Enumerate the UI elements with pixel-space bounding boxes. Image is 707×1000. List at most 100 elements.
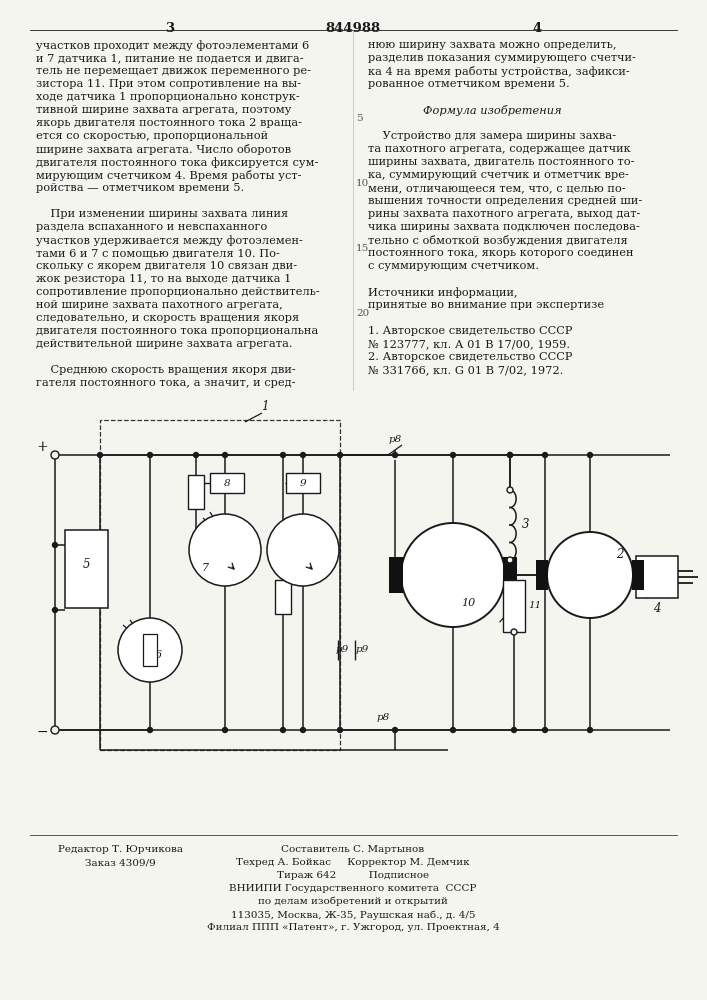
Text: ширины захвата, двигатель постоянного то-: ширины захвата, двигатель постоянного то…: [368, 157, 634, 167]
Text: Тираж 642          Подписное: Тираж 642 Подписное: [277, 871, 429, 880]
Bar: [210, 473, 244, 493]
Text: следовательно, и скорость вращения якоря: следовательно, и скорость вращения якоря: [36, 313, 299, 323]
Text: принятые во внимание при экспертизе: принятые во внимание при экспертизе: [368, 300, 604, 310]
Text: ширине захвата агрегата. Число оборотов: ширине захвата агрегата. Число оборотов: [36, 144, 291, 155]
Text: с суммирующим счетчиком.: с суммирующим счетчиком.: [368, 261, 539, 271]
Text: действительной ширине захвата агрегата.: действительной ширине захвата агрегата.: [36, 339, 293, 349]
Text: −: −: [36, 725, 48, 739]
Text: +: +: [36, 440, 48, 454]
Text: 5: 5: [83, 558, 90, 570]
Text: p8: p8: [376, 714, 390, 722]
Text: p8: p8: [388, 436, 402, 444]
Text: 10: 10: [356, 179, 369, 188]
Text: 15: 15: [356, 244, 369, 253]
Text: Редактор Т. Юрчикова: Редактор Т. Юрчикова: [57, 845, 182, 854]
Text: ходе датчика 1 пропорционально конструк-: ходе датчика 1 пропорционально конструк-: [36, 92, 300, 102]
Text: скольку с якорем двигателя 10 связан дви-: скольку с якорем двигателя 10 связан дви…: [36, 261, 297, 271]
Text: ВНИИПИ Государственного комитета  СССР: ВНИИПИ Государственного комитета СССР: [229, 884, 477, 893]
Circle shape: [508, 452, 513, 458]
Text: разделив показания суммирующего счетчи-: разделив показания суммирующего счетчи-: [368, 53, 636, 63]
Circle shape: [281, 728, 286, 732]
Text: жок резистора 11, то на выходе датчика 1: жок резистора 11, то на выходе датчика 1: [36, 274, 291, 284]
Circle shape: [300, 728, 305, 732]
Circle shape: [52, 607, 57, 612]
Text: сопротивление пропорционально действитель-: сопротивление пропорционально действител…: [36, 287, 320, 297]
Circle shape: [223, 452, 228, 458]
Text: 7: 7: [201, 563, 209, 573]
Text: Источники информации,: Источники информации,: [368, 287, 518, 298]
Text: мирующим счетчиком 4. Время работы уст-: мирующим счетчиком 4. Время работы уст-: [36, 170, 301, 181]
Bar: [143, 634, 157, 666]
Text: 10: 10: [461, 598, 475, 608]
Text: тель не перемещает движок переменного ре-: тель не перемещает движок переменного ре…: [36, 66, 311, 76]
Circle shape: [337, 452, 342, 458]
Text: Формула изобретения: Формула изобретения: [423, 105, 561, 116]
Text: Техред А. Бойкас     Корректор М. Демчик: Техред А. Бойкас Корректор М. Демчик: [236, 858, 470, 867]
Circle shape: [223, 728, 228, 732]
Circle shape: [392, 728, 397, 732]
Circle shape: [542, 728, 547, 732]
Text: участков удерживается между фотоэлемен-: участков удерживается между фотоэлемен-: [36, 235, 303, 246]
Circle shape: [401, 523, 505, 627]
Bar: [275, 580, 291, 614]
Bar: [632, 560, 644, 590]
Circle shape: [148, 728, 153, 732]
Text: гателя постоянного тока, а значит, и сред-: гателя постоянного тока, а значит, и сре…: [36, 378, 296, 388]
Bar: [636, 556, 678, 598]
Circle shape: [51, 451, 59, 459]
Circle shape: [281, 452, 286, 458]
Bar: [65, 530, 108, 608]
Text: № 123777, кл. А 01 В 17/00, 1959.: № 123777, кл. А 01 В 17/00, 1959.: [368, 339, 570, 349]
Circle shape: [508, 452, 513, 458]
Text: 9: 9: [300, 479, 306, 488]
Circle shape: [52, 542, 57, 548]
Text: раздела вспаханного и невспаханного: раздела вспаханного и невспаханного: [36, 222, 267, 232]
Circle shape: [507, 487, 513, 493]
Text: 3: 3: [165, 22, 175, 35]
Text: ной ширине захвата пахотного агрегата,: ной ширине захвата пахотного агрегата,: [36, 300, 283, 310]
Text: Филиал ППП «Патент», г. Ужгород, ул. Проектная, 4: Филиал ППП «Патент», г. Ужгород, ул. Про…: [206, 923, 499, 932]
Text: 6: 6: [154, 650, 162, 660]
Text: 5: 5: [356, 114, 363, 123]
Circle shape: [542, 452, 547, 458]
Bar: [536, 560, 548, 590]
Text: ройства — отметчиком времени 5.: ройства — отметчиком времени 5.: [36, 183, 244, 193]
Circle shape: [588, 452, 592, 458]
Circle shape: [51, 726, 59, 734]
Text: 4: 4: [653, 601, 661, 614]
Bar: [503, 580, 525, 632]
Text: и 7 датчика 1, питание не подается и двига-: и 7 датчика 1, питание не подается и дви…: [36, 53, 303, 63]
Text: 113035, Москва, Ж-35, Раушская наб., д. 4/5: 113035, Москва, Ж-35, Раушская наб., д. …: [230, 910, 475, 920]
Text: ка, суммирующий счетчик и отметчик вре-: ка, суммирующий счетчик и отметчик вре-: [368, 170, 629, 180]
Bar: [100, 420, 340, 750]
Text: мени, отличающееся тем, что, с целью по-: мени, отличающееся тем, что, с целью по-: [368, 183, 626, 193]
Circle shape: [189, 514, 261, 586]
Text: Среднюю скорость вращения якоря дви-: Среднюю скорость вращения якоря дви-: [36, 365, 296, 375]
Text: та пахотного агрегата, содержащее датчик: та пахотного агрегата, содержащее датчик: [368, 144, 631, 154]
Text: 2: 2: [617, 548, 624, 562]
Text: чика ширины захвата подключен последова-: чика ширины захвата подключен последова-: [368, 222, 640, 232]
Text: 2. Авторское свидетельство СССР: 2. Авторское свидетельство СССР: [368, 352, 573, 362]
Text: 4: 4: [532, 22, 542, 35]
Circle shape: [588, 728, 592, 732]
Circle shape: [267, 514, 339, 586]
Text: p9: p9: [335, 646, 349, 654]
Text: 3: 3: [522, 518, 530, 532]
Bar: [389, 557, 403, 593]
Circle shape: [547, 532, 633, 618]
Text: 11: 11: [528, 601, 542, 610]
Circle shape: [118, 618, 182, 682]
Text: двигателя постоянного тока пропорциональна: двигателя постоянного тока пропорциональ…: [36, 326, 318, 336]
Text: постоянного тока, якорь которого соединен: постоянного тока, якорь которого соедине…: [368, 248, 633, 258]
Circle shape: [450, 728, 455, 732]
Text: 1: 1: [262, 400, 269, 413]
Text: 844988: 844988: [325, 22, 380, 35]
Text: p9: p9: [356, 646, 368, 654]
Circle shape: [507, 557, 513, 563]
Text: якорь двигателя постоянного тока 2 враща-: якорь двигателя постоянного тока 2 враща…: [36, 118, 302, 128]
Circle shape: [392, 452, 397, 458]
Text: 8: 8: [223, 479, 230, 488]
Bar: [286, 473, 320, 493]
Circle shape: [194, 452, 199, 458]
Bar: [503, 557, 517, 593]
